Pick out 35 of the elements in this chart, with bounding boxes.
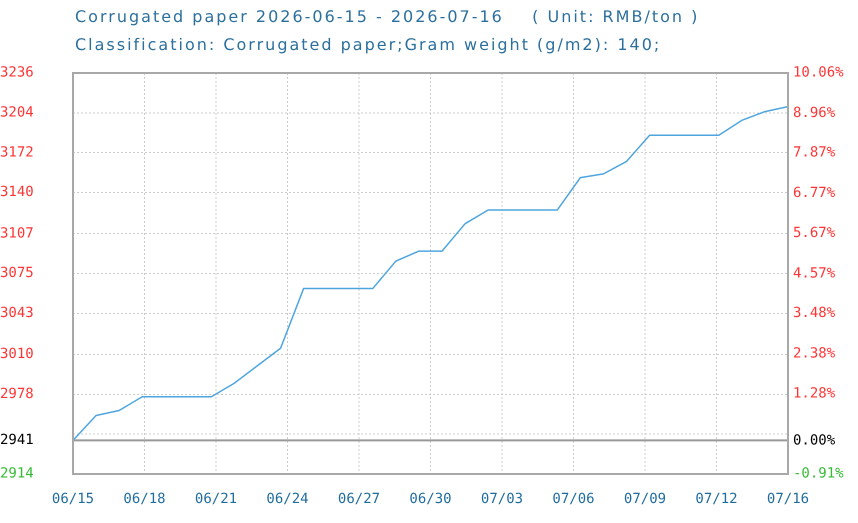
y2-tick-label: 4.57% <box>793 265 836 282</box>
y2-tick-label: 6.77% <box>793 184 836 201</box>
y2-tick-label: -0.91% <box>793 466 844 482</box>
x-tick-label: 06/18 <box>123 491 166 508</box>
y2-tick-label: 8.96% <box>793 104 836 121</box>
chart-subtitle: Classification: Corrugated paper;Gram weight (g/m2): 140; <box>75 35 662 54</box>
x-tick-label: 07/06 <box>552 491 595 508</box>
x-tick-label: 06/21 <box>194 491 238 508</box>
x-tick-label: 07/03 <box>480 491 524 508</box>
x-tick-label: 06/30 <box>409 491 452 508</box>
y2-tick-label: 2.38% <box>793 345 836 362</box>
y-tick-label: 3010 <box>0 346 34 362</box>
y2-tick-label: 1.28% <box>793 386 836 402</box>
y-tick-label: 2978 <box>0 386 34 402</box>
chart-title: Corrugated paper 2026-06-15 - 2026-07-16 ( Unit: RMB/ton ) <box>75 7 700 26</box>
y-tick-label: 3140 <box>0 184 34 200</box>
y-tick-label: 3043 <box>0 304 34 321</box>
y2-tick-label: 10.06% <box>793 64 844 81</box>
y-tick-label: 2941 <box>0 432 34 448</box>
y2-tick-label: 3.48% <box>793 305 836 322</box>
y-tick-label: 3172 <box>0 144 34 160</box>
x-tick-label: 06/27 <box>338 491 380 508</box>
y-tick-label: 3236 <box>0 64 34 81</box>
y-tick-label: 3075 <box>0 265 34 282</box>
y-tick-label: 3204 <box>0 104 34 120</box>
y2-tick-label: 7.87% <box>793 144 836 161</box>
y2-tick-label: 0.00% <box>793 432 836 448</box>
y2-tick-label: 5.67% <box>793 225 836 242</box>
x-tick-label: 06/15 <box>52 491 94 508</box>
x-tick-label: 07/09 <box>624 491 666 508</box>
y-tick-label: 3107 <box>0 225 34 242</box>
x-tick-label: 07/16 <box>766 491 810 508</box>
y-tick-label: 2914 <box>0 466 34 482</box>
x-tick-label: 07/12 <box>695 491 738 508</box>
x-tick-label: 06/24 <box>266 491 309 508</box>
